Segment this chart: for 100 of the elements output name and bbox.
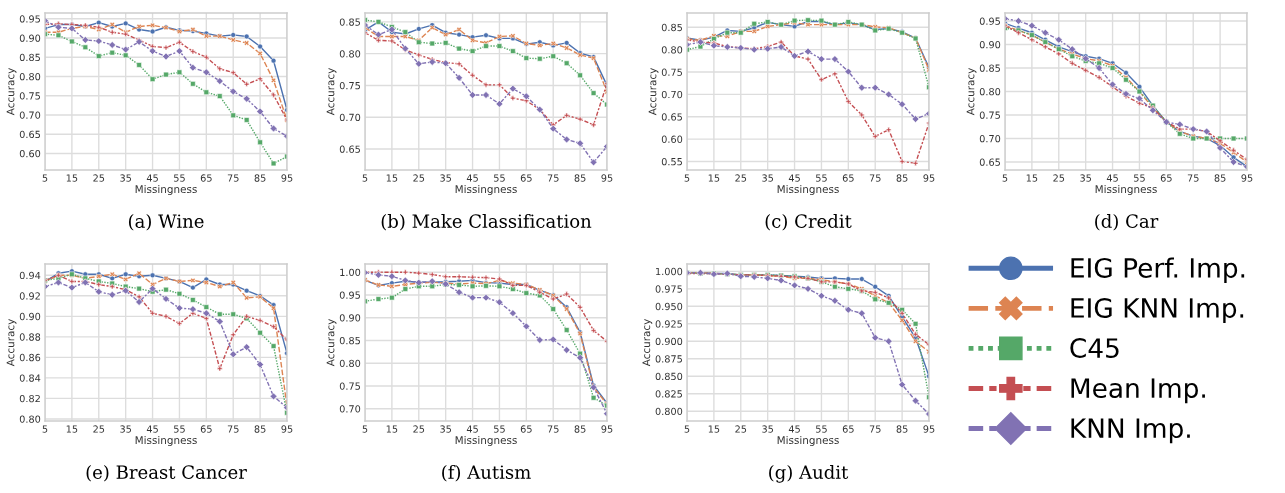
x-tick-label: 75	[227, 174, 239, 182]
y-axis-title: Accuracy	[648, 68, 659, 116]
y-tick-label: 0.85	[19, 53, 40, 62]
y-tick-label: 0.70	[339, 405, 361, 413]
x-tick-label: 45	[1106, 174, 1118, 182]
x-axis-title: Missingness	[1095, 184, 1157, 196]
x-tick-label: 45	[466, 425, 478, 433]
x-tick-label: 15	[708, 425, 720, 433]
x-tick-label: 55	[816, 174, 827, 182]
x-tick-label: 5	[1002, 174, 1008, 182]
x-tick-label: 35	[440, 174, 451, 182]
x-tick-label: 25	[735, 174, 747, 182]
text: (g) Audit	[769, 464, 849, 483]
x-tick-label: 85	[254, 174, 266, 182]
y-tick-label: 0.60	[661, 135, 683, 143]
x-tick-label: 5	[684, 174, 690, 182]
y-tick-label: 0.65	[979, 158, 1000, 166]
y-tick-label: 0.65	[661, 113, 682, 121]
y-tick-label: 0.975	[655, 285, 682, 293]
y-tick-label: 0.95	[979, 17, 1000, 25]
x-axis-title: Missingness	[777, 435, 839, 447]
x-tick-label: 25	[413, 425, 425, 433]
x-tick-label: 35	[1080, 174, 1091, 182]
x-tick-label: 15	[66, 174, 78, 182]
y-tick-label: 0.95	[19, 15, 40, 23]
x-tick-label: 75	[547, 174, 559, 182]
y-tick-label: 0.950	[655, 302, 683, 311]
x-tick-label: 5	[362, 174, 368, 182]
x-tick-label: 45	[788, 174, 800, 182]
y-tick-label: 0.875	[655, 355, 682, 363]
y-tick-label: 0.90	[339, 314, 361, 322]
text: (d) Car	[1095, 213, 1159, 231]
x-tick-label: 75	[227, 425, 239, 433]
x-tick-label: 85	[574, 425, 586, 433]
x-tick-label: 65	[842, 174, 854, 182]
x-tick-label: 15	[708, 174, 720, 182]
y-axis-title: Accuracy	[326, 68, 337, 116]
x-tick-label: 35	[440, 425, 451, 433]
y-tick-label: 0.84	[19, 374, 41, 382]
y-tick-label: 0.82	[19, 394, 40, 403]
x-tick-label: 25	[1053, 174, 1065, 182]
y-tick-label: 1.00	[340, 268, 361, 277]
x-tick-label: 95	[281, 174, 293, 182]
y-tick-label: 0.85	[661, 23, 682, 32]
x-tick-label: 75	[869, 174, 881, 182]
x-tick-label: 55	[174, 174, 185, 182]
y-tick-label: 0.70	[979, 134, 1001, 143]
x-axis-title: Missingness	[777, 184, 839, 196]
x-tick-label: 45	[466, 174, 478, 182]
y-axis-title: Accuracy	[326, 319, 337, 367]
x-tick-label: 85	[896, 174, 908, 182]
y-tick-label: 0.75	[19, 92, 40, 100]
x-tick-label: 55	[494, 174, 505, 182]
y-tick-label: 0.80	[979, 87, 1001, 96]
y-tick-label: 0.95	[339, 291, 360, 299]
x-tick-label: 95	[1241, 174, 1253, 182]
x-tick-label: 5	[42, 174, 48, 182]
x-tick-label: 55	[816, 425, 827, 433]
y-tick-label: 0.60	[19, 149, 41, 158]
y-tick-label: 0.88	[19, 333, 41, 341]
x-tick-label: 95	[923, 425, 935, 433]
legend-label: C45	[1070, 338, 1119, 359]
x-tick-label: 45	[146, 425, 158, 433]
y-tick-label: 0.75	[661, 68, 682, 76]
y-tick-label: 0.825	[655, 390, 682, 398]
x-tick-label: 15	[66, 425, 78, 433]
y-tick-label: 1.000	[656, 267, 683, 276]
y-tick-label: 0.75	[339, 81, 360, 90]
y-tick-label: 0.55	[661, 157, 682, 166]
y-tick-label: 0.70	[339, 113, 361, 122]
x-tick-label: 45	[788, 425, 800, 433]
x-tick-label: 55	[494, 425, 505, 433]
y-tick-label: 0.75	[339, 382, 360, 390]
y-axis-title: Accuracy	[6, 68, 17, 116]
x-tick-label: 65	[200, 174, 212, 182]
y-tick-label: 0.85	[979, 64, 1000, 72]
x-tick-label: 35	[120, 174, 131, 182]
x-tick-label: 65	[1160, 174, 1172, 182]
y-tick-label: 0.90	[19, 312, 41, 321]
x-tick-label: 95	[601, 425, 613, 433]
x-tick-label: 85	[896, 425, 908, 433]
x-tick-label: 15	[386, 174, 398, 182]
y-tick-label: 0.900	[655, 337, 683, 346]
y-tick-label: 0.80	[19, 72, 41, 81]
y-tick-label: 0.90	[19, 34, 41, 42]
x-tick-label: 25	[93, 174, 105, 182]
y-tick-label: 0.92	[19, 292, 40, 300]
y-tick-label: 0.65	[339, 145, 360, 153]
text: (b) Make Classification	[381, 213, 592, 231]
y-tick-label: 0.70	[661, 90, 683, 99]
y-tick-label: 0.90	[979, 40, 1001, 49]
text: (c) Credit	[765, 213, 852, 231]
x-tick-label: 85	[574, 174, 586, 182]
legend-label: EIG Perf. Imp.	[1071, 257, 1245, 284]
x-tick-label: 65	[200, 425, 212, 433]
x-tick-label: 65	[842, 425, 854, 433]
x-tick-label: 95	[923, 174, 935, 182]
y-tick-label: 0.85	[339, 18, 360, 26]
x-axis-title: Missingness	[135, 435, 197, 447]
x-tick-label: 5	[684, 425, 690, 433]
